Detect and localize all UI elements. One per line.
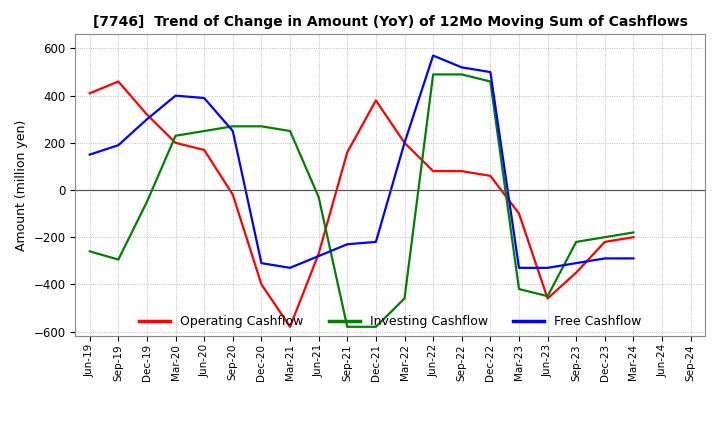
Investing Cashflow xyxy=(228,124,237,129)
Investing Cashflow xyxy=(372,324,380,330)
Operating Cashflow xyxy=(572,270,580,275)
Free Cashflow xyxy=(257,260,266,266)
Free Cashflow xyxy=(286,265,294,271)
Free Cashflow xyxy=(544,265,552,271)
Operating Cashflow xyxy=(372,98,380,103)
Free Cashflow xyxy=(228,128,237,134)
Operating Cashflow xyxy=(400,140,409,146)
Investing Cashflow xyxy=(257,124,266,129)
Free Cashflow xyxy=(600,256,609,261)
Line: Investing Cashflow: Investing Cashflow xyxy=(90,74,634,327)
Title: [7746]  Trend of Change in Amount (YoY) of 12Mo Moving Sum of Cashflows: [7746] Trend of Change in Amount (YoY) o… xyxy=(93,15,688,29)
Free Cashflow xyxy=(143,117,151,122)
Free Cashflow xyxy=(343,242,351,247)
Investing Cashflow xyxy=(457,72,466,77)
Investing Cashflow xyxy=(544,293,552,299)
Legend: Operating Cashflow, Investing Cashflow, Free Cashflow: Operating Cashflow, Investing Cashflow, … xyxy=(134,310,647,333)
Operating Cashflow xyxy=(257,282,266,287)
Investing Cashflow xyxy=(600,235,609,240)
Free Cashflow xyxy=(457,65,466,70)
Investing Cashflow xyxy=(515,286,523,292)
Free Cashflow xyxy=(400,140,409,146)
Operating Cashflow xyxy=(228,192,237,198)
Line: Operating Cashflow: Operating Cashflow xyxy=(90,81,634,327)
Operating Cashflow xyxy=(286,324,294,330)
Free Cashflow xyxy=(171,93,180,98)
Operating Cashflow xyxy=(171,140,180,146)
Operating Cashflow xyxy=(515,211,523,216)
Investing Cashflow xyxy=(486,79,495,84)
Operating Cashflow xyxy=(544,296,552,301)
Operating Cashflow xyxy=(114,79,122,84)
Free Cashflow xyxy=(372,239,380,245)
Free Cashflow xyxy=(200,95,209,101)
Operating Cashflow xyxy=(457,169,466,174)
Investing Cashflow xyxy=(429,72,438,77)
Operating Cashflow xyxy=(429,169,438,174)
Investing Cashflow xyxy=(315,194,323,200)
Investing Cashflow xyxy=(171,133,180,139)
Free Cashflow xyxy=(629,256,638,261)
Operating Cashflow xyxy=(200,147,209,153)
Free Cashflow xyxy=(86,152,94,157)
Free Cashflow xyxy=(429,53,438,58)
Free Cashflow xyxy=(315,253,323,259)
Y-axis label: Amount (million yen): Amount (million yen) xyxy=(15,120,28,251)
Investing Cashflow xyxy=(143,199,151,205)
Operating Cashflow xyxy=(86,91,94,96)
Investing Cashflow xyxy=(629,230,638,235)
Investing Cashflow xyxy=(400,296,409,301)
Investing Cashflow xyxy=(286,128,294,134)
Operating Cashflow xyxy=(315,251,323,257)
Operating Cashflow xyxy=(629,235,638,240)
Free Cashflow xyxy=(515,265,523,271)
Operating Cashflow xyxy=(343,150,351,155)
Operating Cashflow xyxy=(486,173,495,179)
Investing Cashflow xyxy=(343,324,351,330)
Line: Free Cashflow: Free Cashflow xyxy=(90,55,634,268)
Free Cashflow xyxy=(486,70,495,75)
Investing Cashflow xyxy=(200,128,209,134)
Investing Cashflow xyxy=(86,249,94,254)
Investing Cashflow xyxy=(572,239,580,245)
Investing Cashflow xyxy=(114,257,122,262)
Free Cashflow xyxy=(114,143,122,148)
Operating Cashflow xyxy=(143,112,151,117)
Operating Cashflow xyxy=(600,239,609,245)
Free Cashflow xyxy=(572,260,580,266)
